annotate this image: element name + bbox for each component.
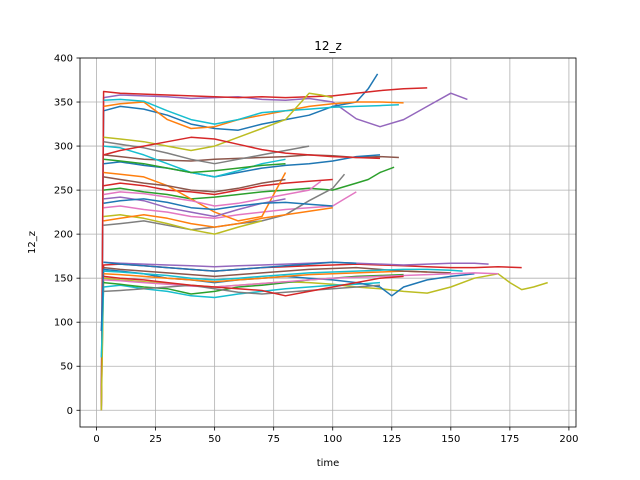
x-tick-label: 25 bbox=[149, 434, 162, 445]
y-axis-label: 12_z bbox=[27, 231, 38, 254]
x-tick-label: 100 bbox=[323, 434, 342, 445]
y-tick-label: 150 bbox=[54, 274, 73, 285]
series-line-22 bbox=[103, 206, 333, 228]
plot-area bbox=[100, 73, 548, 411]
series-line-6 bbox=[103, 92, 333, 152]
axes-frame bbox=[79, 57, 577, 428]
y-tick-label: 100 bbox=[54, 318, 73, 329]
series-line-1 bbox=[100, 92, 468, 411]
series-line-14 bbox=[103, 196, 286, 218]
series-line-29 bbox=[103, 261, 489, 268]
x-tick-label: 200 bbox=[559, 434, 578, 445]
series-line-34 bbox=[103, 268, 463, 281]
y-tick-label: 300 bbox=[54, 142, 73, 153]
x-tick-label: 0 bbox=[93, 434, 99, 445]
y-tick-label: 400 bbox=[54, 54, 73, 65]
series-line-8 bbox=[103, 154, 381, 178]
series-line-16 bbox=[103, 214, 263, 235]
y-tick-label: 200 bbox=[54, 230, 73, 241]
series-line-26 bbox=[100, 281, 381, 358]
x-tick-label: 50 bbox=[208, 434, 221, 445]
series-line-30 bbox=[103, 270, 428, 283]
series-line-36 bbox=[103, 261, 357, 272]
series-line-20 bbox=[103, 180, 322, 207]
series-line-12 bbox=[103, 178, 333, 196]
chart-title: 12_z bbox=[314, 39, 342, 53]
x-tick-label: 150 bbox=[441, 434, 460, 445]
axis-ticks: 0 25 50 75 100 125 150 175 200 0 50 100 150 200 250 300… bbox=[54, 54, 579, 446]
y-tick-label: 50 bbox=[60, 362, 73, 373]
series-line-2 bbox=[100, 73, 379, 411]
series-line-35 bbox=[103, 275, 404, 297]
series-line-32 bbox=[103, 272, 499, 288]
x-tick-label: 175 bbox=[500, 434, 519, 445]
y-tick-label: 250 bbox=[54, 186, 73, 197]
x-axis-label: time bbox=[317, 458, 340, 469]
series-line-19 bbox=[103, 158, 286, 174]
y-tick-label: 350 bbox=[54, 98, 73, 109]
series-line-18 bbox=[103, 176, 286, 193]
series-line-33 bbox=[103, 284, 381, 295]
series-line-23 bbox=[103, 136, 381, 160]
series-line-3 bbox=[100, 87, 428, 411]
x-tick-label: 125 bbox=[382, 434, 401, 445]
series-line-13 bbox=[103, 171, 287, 222]
series-line-25 bbox=[100, 273, 548, 411]
series-line-5 bbox=[103, 98, 399, 125]
x-tick-label: 75 bbox=[267, 434, 280, 445]
y-tick-label: 0 bbox=[67, 406, 73, 417]
series-line-21 bbox=[103, 140, 310, 165]
series-line-9 bbox=[103, 166, 395, 200]
series-line-4 bbox=[103, 101, 404, 130]
series-line-17 bbox=[103, 198, 333, 211]
